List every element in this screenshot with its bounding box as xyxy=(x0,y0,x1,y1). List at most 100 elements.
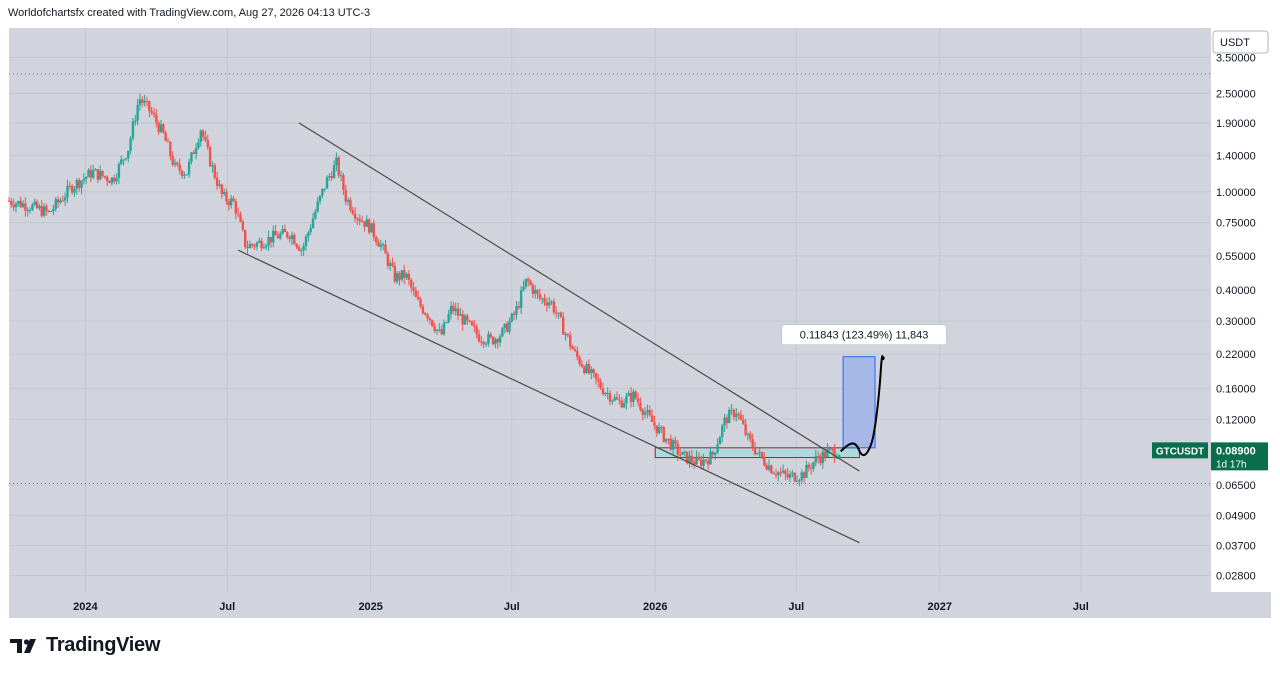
candle-body xyxy=(120,159,123,164)
candle-body xyxy=(96,169,100,180)
candle-body xyxy=(697,456,701,460)
candle-body xyxy=(17,200,20,204)
candle-body xyxy=(833,448,836,459)
candle-body xyxy=(164,132,167,142)
candle-body xyxy=(753,447,757,455)
candle-body xyxy=(59,200,62,203)
candle-body xyxy=(122,159,125,161)
candle-body xyxy=(56,199,60,203)
measure-box[interactable] xyxy=(842,356,876,449)
candle-body xyxy=(494,339,497,345)
tradingview-logo-icon xyxy=(10,637,40,655)
candle-body xyxy=(564,333,567,335)
candle-body xyxy=(576,350,579,357)
candle-body xyxy=(594,372,598,379)
candle-body xyxy=(533,289,537,294)
candle-body xyxy=(643,412,647,415)
candle-body xyxy=(821,451,825,464)
currency-label: USDT xyxy=(1220,37,1250,49)
last-price-tag xyxy=(1211,442,1268,471)
candle-body xyxy=(180,170,184,176)
candle-body xyxy=(798,479,801,482)
candle-body xyxy=(75,180,79,189)
projected-path xyxy=(840,355,885,457)
trendlines[interactable] xyxy=(237,122,860,544)
candle-body xyxy=(765,465,768,470)
candle-body xyxy=(807,464,810,468)
candle-body xyxy=(159,124,163,133)
candle-body xyxy=(194,147,198,155)
candle-body xyxy=(508,321,511,332)
candle-body xyxy=(428,318,432,321)
candle-body xyxy=(321,188,324,196)
candle-body xyxy=(676,443,680,455)
candle-body xyxy=(33,201,36,205)
candle-body xyxy=(80,180,83,188)
candle-body xyxy=(206,139,209,148)
projection[interactable]: 0.11843 (123.49%) 11,843 xyxy=(781,324,947,457)
price-tick-label: 0.03700 xyxy=(1216,541,1256,553)
time-tick-label: 2027 xyxy=(927,601,951,613)
candle-body xyxy=(318,195,322,202)
candle-body xyxy=(265,245,268,248)
candle-body xyxy=(302,246,305,251)
price-axis[interactable]: 3.50000 2.50000 1.90000 1.40000 1.00000 0.750… xyxy=(1216,52,1256,582)
candle-body xyxy=(562,317,565,335)
upper-trendline[interactable] xyxy=(298,122,860,472)
candle-body xyxy=(377,242,380,247)
candle-body xyxy=(403,270,406,278)
candle-body xyxy=(449,305,453,314)
candle-body xyxy=(512,313,516,316)
candle-body xyxy=(286,231,289,238)
candle-body xyxy=(236,213,240,215)
candle-body xyxy=(12,204,15,208)
candle-body xyxy=(129,138,132,151)
candle-body xyxy=(187,161,191,175)
candle-body xyxy=(475,327,478,335)
candle-body xyxy=(632,391,635,402)
tradingview-logo[interactable]: TradingView xyxy=(10,634,160,657)
candle-body xyxy=(597,378,600,382)
candle-body xyxy=(68,185,72,187)
symbol-label: GTCUSDT xyxy=(1156,446,1204,457)
candle-body xyxy=(784,470,787,475)
candle-body xyxy=(152,112,156,115)
candle-body xyxy=(162,124,165,133)
price-axis-background xyxy=(1211,28,1271,592)
candle-body xyxy=(169,142,172,157)
time-axis[interactable]: 2024 Jul 2025 Jul 2026 Jul 2027 Jul xyxy=(73,601,1089,613)
currency-selector[interactable] xyxy=(1212,30,1269,54)
candle-body xyxy=(767,465,771,470)
candle-body xyxy=(307,232,310,237)
candle-body xyxy=(732,409,736,418)
price-tick-label: 0.04900 xyxy=(1216,510,1256,522)
candle-body xyxy=(690,455,694,463)
lower-trendline[interactable] xyxy=(237,249,860,544)
candle-body xyxy=(442,322,446,335)
candle-body xyxy=(138,99,142,106)
candle-body xyxy=(260,240,263,249)
candle-body xyxy=(424,313,427,315)
candle-body xyxy=(10,200,13,205)
candle-body xyxy=(491,336,495,345)
candle-body xyxy=(192,152,195,155)
candle-body xyxy=(421,306,425,314)
candle-body xyxy=(585,364,588,373)
candle-body xyxy=(283,229,287,232)
candle-body xyxy=(667,438,670,440)
candle-body xyxy=(435,329,439,332)
candle-body xyxy=(204,136,207,140)
candle-body xyxy=(746,433,750,435)
candle-body xyxy=(498,336,502,343)
candle-body xyxy=(14,203,18,208)
candle-body xyxy=(611,400,614,402)
candle-body xyxy=(229,198,233,206)
candle-body xyxy=(269,236,273,243)
candle-body xyxy=(496,339,499,343)
candle-body xyxy=(802,472,806,478)
candle-body xyxy=(300,250,303,252)
candle-body xyxy=(199,130,202,143)
candle-body xyxy=(28,210,32,212)
candle-body xyxy=(707,460,710,465)
